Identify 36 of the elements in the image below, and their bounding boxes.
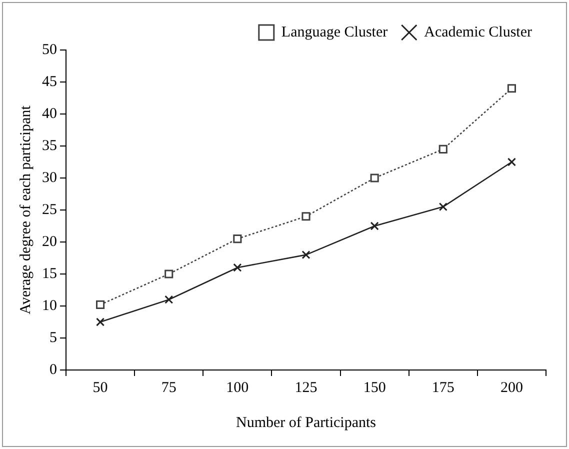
point xyxy=(507,158,516,166)
point xyxy=(438,202,448,212)
point xyxy=(233,234,242,244)
legend-label: Academic Cluster xyxy=(424,24,532,40)
x-tick-label: 150 xyxy=(363,380,386,396)
legend-label: Language Cluster xyxy=(281,24,388,40)
y-axis-title: Average degree of each participant xyxy=(18,104,34,314)
point xyxy=(96,300,105,310)
point xyxy=(164,270,174,278)
x-tick-label: 75 xyxy=(161,380,176,396)
y-tick-label: 5 xyxy=(50,330,57,346)
y-tick-label: 15 xyxy=(42,266,57,282)
point xyxy=(370,174,379,182)
x-tick-label: 50 xyxy=(92,380,108,396)
point xyxy=(96,318,105,326)
y-tick-label: 20 xyxy=(42,234,57,250)
y-tick-label: 45 xyxy=(42,74,57,90)
point xyxy=(507,84,516,93)
point xyxy=(164,295,174,304)
x-tick-label: 125 xyxy=(294,380,318,396)
point xyxy=(302,250,310,260)
x-axis-title: Number of Participants xyxy=(236,414,376,431)
point xyxy=(370,222,379,230)
y-tick-label: 50 xyxy=(42,42,57,58)
x-tick-label: 200 xyxy=(500,380,523,396)
y-tick-label: 35 xyxy=(42,138,57,154)
x-tick-label: 100 xyxy=(226,380,249,396)
x-tick-label: 175 xyxy=(432,380,454,396)
y-tick-label: 30 xyxy=(42,170,57,186)
y-tick-label: 0 xyxy=(50,362,57,378)
y-tick-label: 25 xyxy=(42,202,57,218)
y-tick-label: 40 xyxy=(42,106,57,122)
point xyxy=(233,263,242,272)
point xyxy=(302,212,310,221)
point xyxy=(438,144,448,154)
y-tick-label: 10 xyxy=(42,298,57,314)
